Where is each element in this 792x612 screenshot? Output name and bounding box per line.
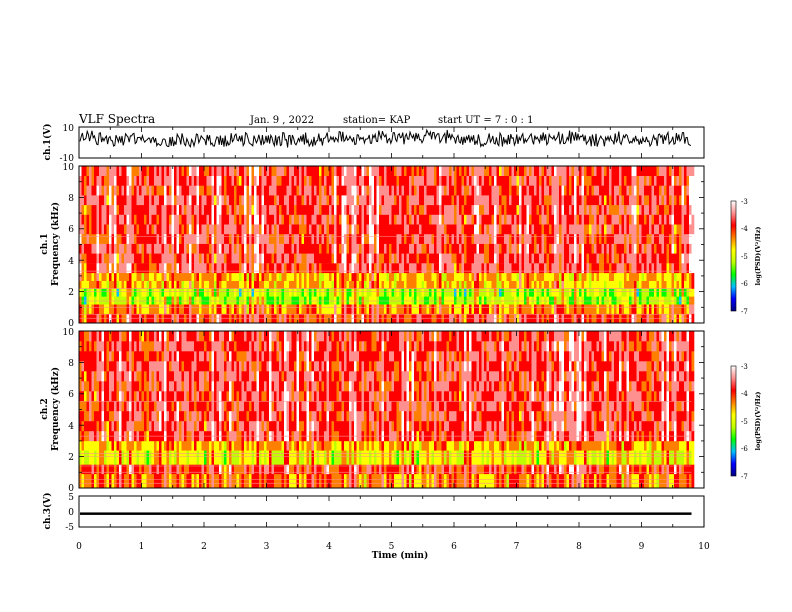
ch2-spec-ytick-0: 0 — [68, 484, 74, 494]
ch2-spec-ylabel-channel: ch.2 — [40, 398, 50, 419]
x-axis-label: Time (min) — [372, 550, 429, 561]
ch3-waveform-ylabel: ch.3(V) — [42, 493, 53, 530]
colorbar-ch2: -3 -4 -5 -6 -7 log(PSD)(V²/Hz) — [730, 363, 762, 481]
ch1-ytick-top: 10 — [63, 124, 75, 134]
cb1-tick-m4: -4 — [741, 225, 748, 233]
ch2-spec-ytick-4: 4 — [68, 422, 74, 432]
x-tick-marks — [78, 127, 705, 527]
ch1-waveform-trace — [79, 128, 692, 148]
x-axis: 0 1 2 3 4 5 6 7 8 9 10 Time (min) — [76, 542, 710, 561]
xtick-7: 7 — [514, 542, 520, 552]
ch1-spec-ylabel-channel: ch.1 — [40, 233, 50, 254]
ch3-signal-band — [80, 512, 692, 515]
ch1-spectrogram-panel: 0 2 4 6 8 10 ch.1 Frequency (kHz) — [40, 163, 705, 329]
xtick-2: 2 — [201, 542, 207, 552]
cb2-tick-m6: -6 — [741, 445, 748, 453]
ch3-ytick-mid: 0 — [68, 508, 74, 518]
cb1-tick-m3: -3 — [741, 198, 748, 206]
ch2-spec-ytick-10: 10 — [63, 328, 75, 338]
chart-title: VLF Spectra — [78, 112, 155, 126]
ch2-spectrogram-panel: 0 2 4 6 8 10 ch.2 Frequency (kHz) — [40, 328, 705, 494]
xtick-8: 8 — [576, 542, 582, 552]
xtick-0: 0 — [76, 542, 82, 552]
start-time-label: start UT = 7 : 0 : 1 — [438, 115, 533, 126]
ch2-spectrogram-image — [79, 331, 704, 489]
ch1-waveform-panel: 10 -10 ch.1(V) — [42, 124, 705, 164]
xtick-6: 6 — [451, 542, 457, 552]
xtick-9: 9 — [639, 542, 645, 552]
colorbar-ch1: -3 -4 -5 -6 -7 log(PSD)(V²/Hz) — [730, 198, 762, 316]
xtick-5: 5 — [389, 542, 395, 552]
colorbar-ch1-scale — [730, 200, 737, 312]
ch1-spec-ylabel-frequency: Frequency (kHz) — [50, 202, 61, 286]
ch1-waveform-ylabel: ch.1(V) — [42, 124, 53, 161]
ch1-spec-ytick-0: 0 — [68, 319, 74, 329]
ch1-spectrogram-yticks: 0 2 4 6 8 10 — [63, 163, 75, 329]
ch2-spec-ytick-2: 2 — [68, 453, 74, 463]
ch3-ytick-top: 5 — [68, 493, 74, 503]
ch1-spec-ytick-2: 2 — [68, 288, 74, 298]
xtick-3: 3 — [264, 542, 270, 552]
cb2-tick-m3: -3 — [741, 363, 748, 371]
ch2-spec-ytick-6: 6 — [68, 390, 74, 400]
ch3-ytick-bottom: -5 — [65, 523, 74, 533]
date-label: Jan. 9 , 2022 — [249, 115, 314, 126]
colorbar-ch2-label: log(PSD)(V²/Hz) — [754, 392, 762, 451]
ch1-ytick-bottom: -10 — [60, 154, 75, 164]
cb1-tick-m6: -6 — [741, 280, 748, 288]
ch1-spec-ytick-4: 4 — [68, 257, 74, 267]
colorbar-ch1-label: log(PSD)(V²/Hz) — [754, 227, 762, 286]
ch1-spectrogram-image — [79, 166, 704, 324]
cb2-tick-m5: -5 — [741, 418, 748, 426]
cb2-tick-m7: -7 — [741, 473, 748, 481]
cb1-tick-m5: -5 — [741, 253, 748, 261]
colorbar-ch2-scale — [730, 365, 737, 477]
ch2-spec-ylabel-frequency: Frequency (kHz) — [50, 367, 61, 451]
ch1-spec-ytick-8: 8 — [68, 194, 74, 204]
ch2-spectrogram-yticks: 0 2 4 6 8 10 — [63, 328, 75, 494]
xtick-4: 4 — [326, 542, 332, 552]
ch1-spec-ytick-6: 6 — [68, 225, 74, 235]
cb1-tick-m7: -7 — [741, 308, 748, 316]
station-label: station= KAP — [343, 115, 411, 126]
cb2-tick-m4: -4 — [741, 390, 748, 398]
ch2-spec-ytick-8: 8 — [68, 359, 74, 369]
xtick-1: 1 — [139, 542, 145, 552]
xtick-10: 10 — [698, 542, 710, 552]
ch1-spec-ytick-10: 10 — [63, 163, 75, 173]
